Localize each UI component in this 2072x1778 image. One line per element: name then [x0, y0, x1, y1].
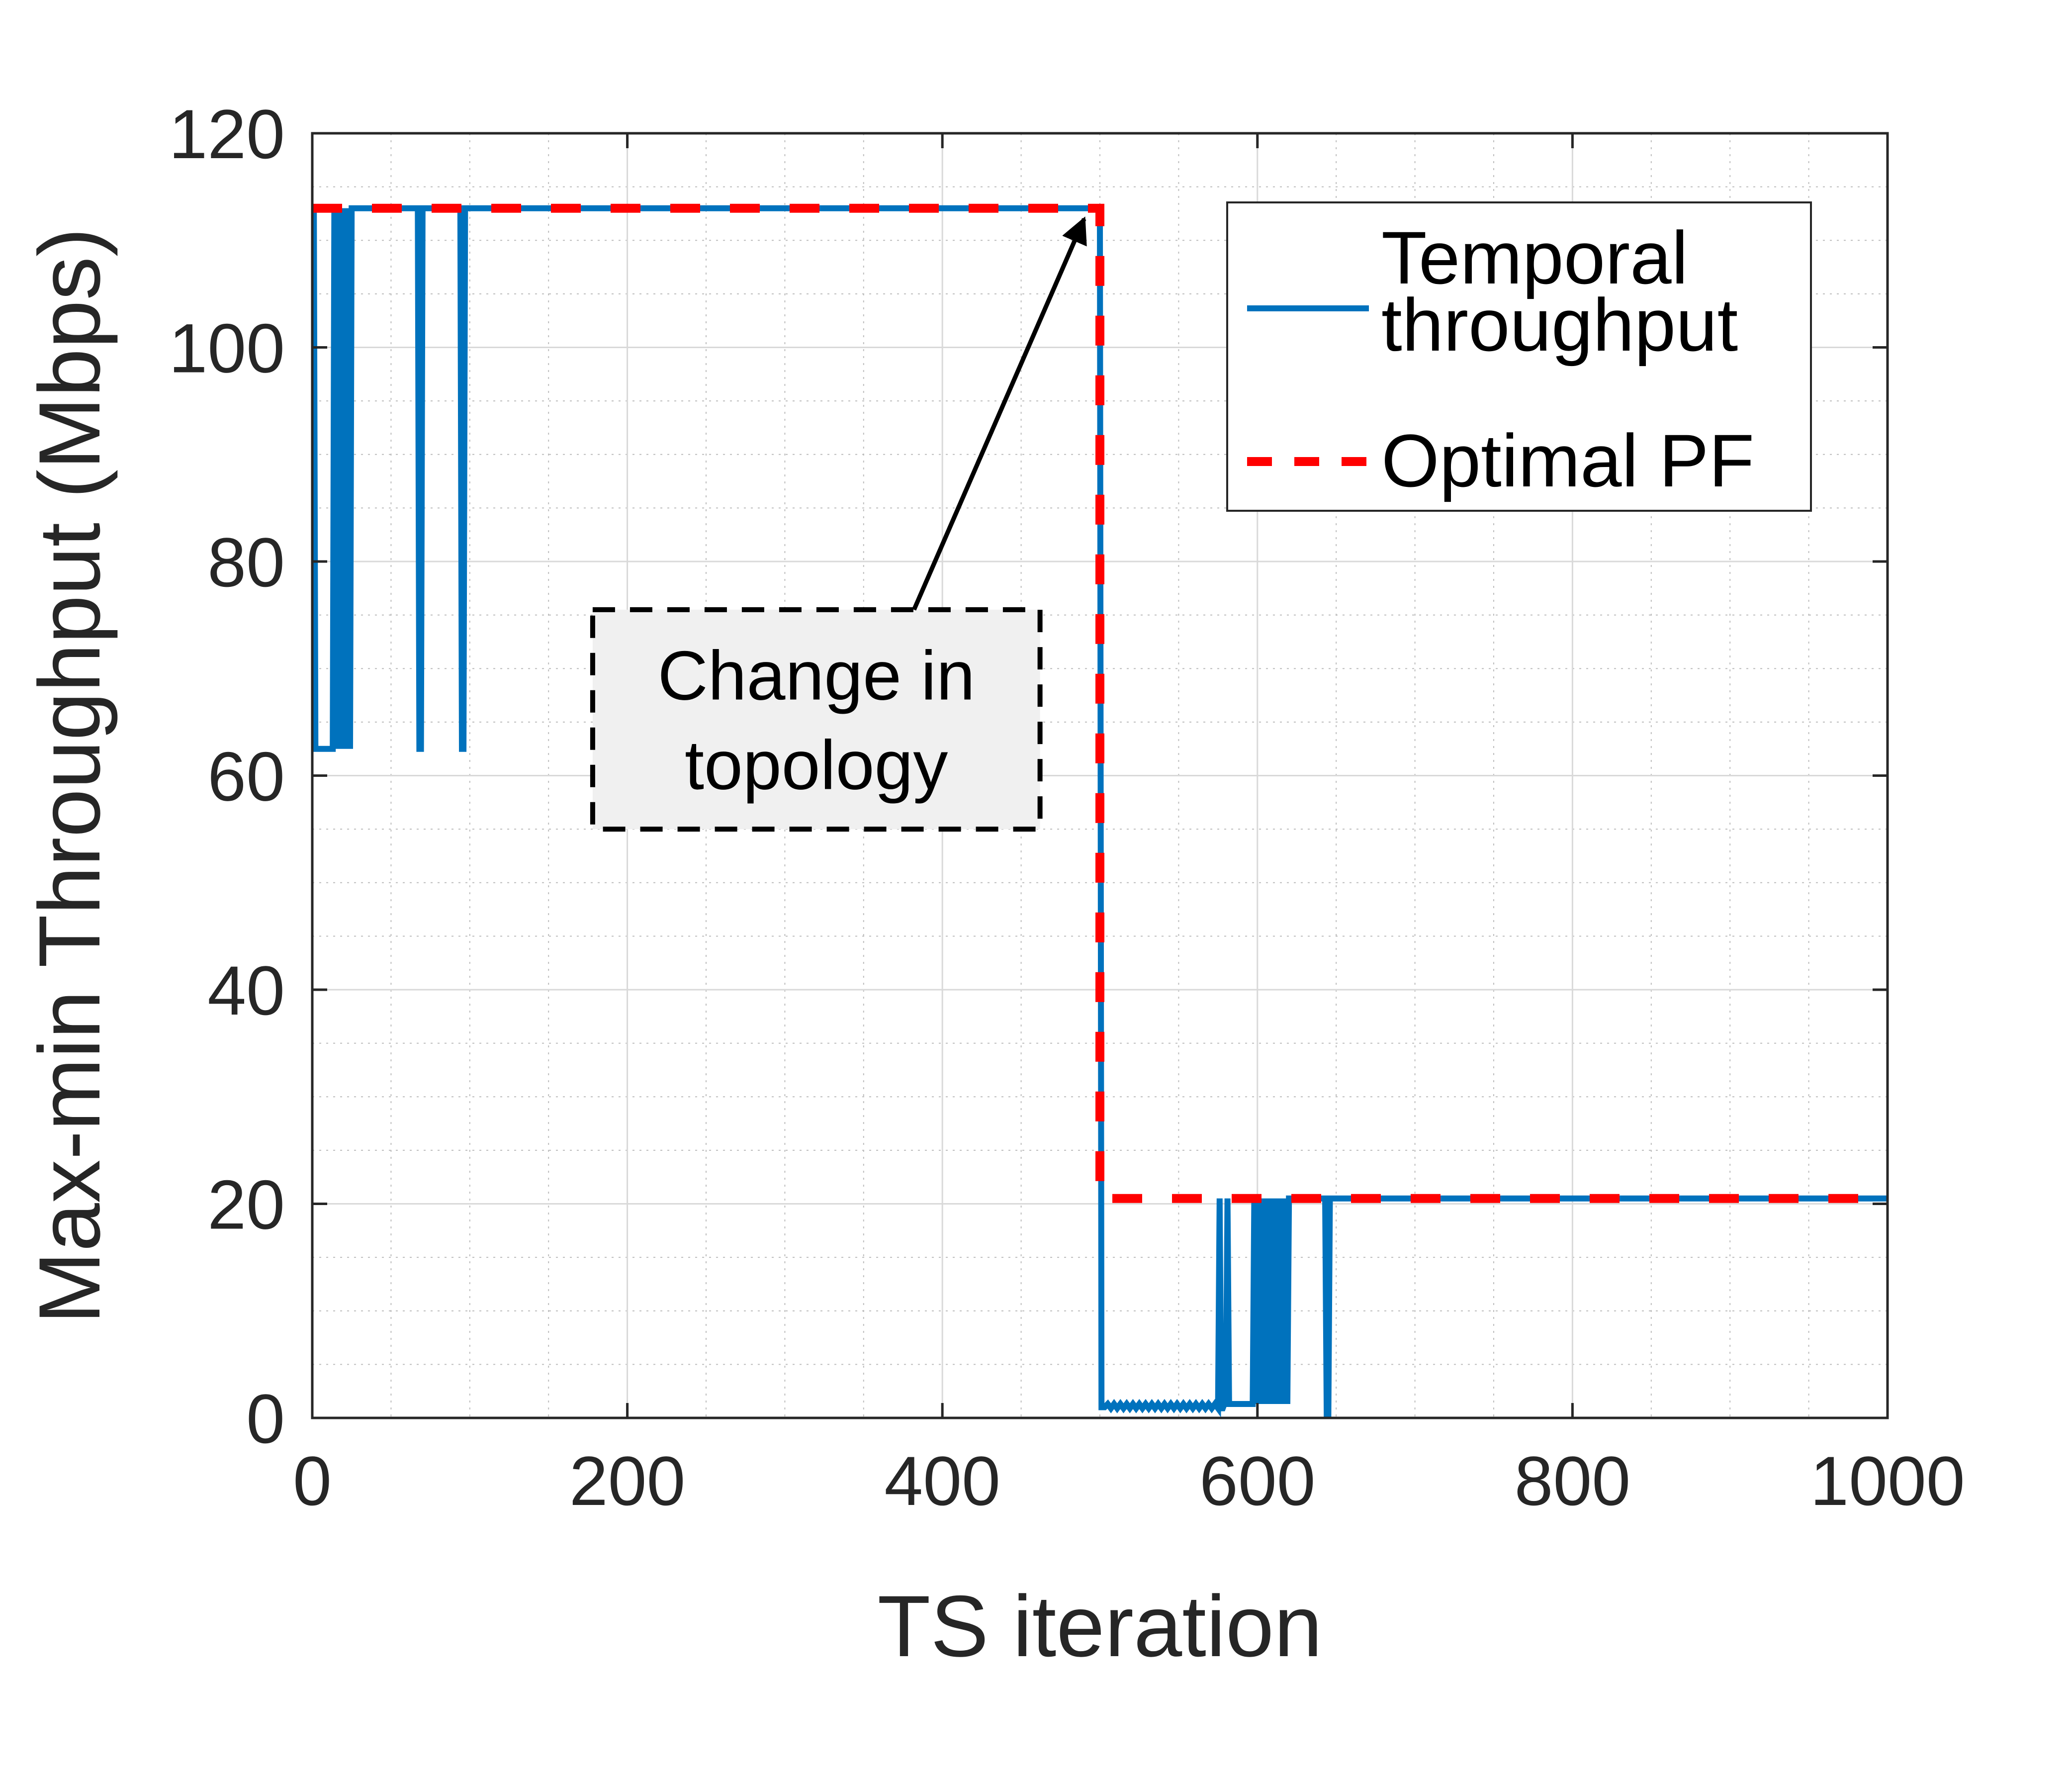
- series-layer: [312, 203, 1888, 1418]
- annotation-layer: Change in topology: [590, 216, 1087, 832]
- legend-box: [1226, 201, 1812, 512]
- x-tick-labels: 0 200 400 600 800 1000: [293, 1442, 1965, 1520]
- x-tick-label: 600: [1199, 1442, 1316, 1520]
- x-tick-label: 0: [293, 1442, 332, 1520]
- y-tick-label: 40: [207, 951, 285, 1029]
- legend-entry-label: Optimal PF: [1381, 419, 1754, 502]
- temporal-throughput-line: [312, 205, 1888, 1418]
- x-tick-label: 200: [569, 1442, 686, 1520]
- annotation-text: Change in: [658, 636, 975, 714]
- y-tick-label: 20: [207, 1166, 285, 1244]
- annotation-text: topology: [685, 726, 948, 804]
- optimal-pf-line: [312, 203, 1888, 1203]
- x-tick-label: 800: [1515, 1442, 1631, 1520]
- y-axis-label: Max-min Throughput (Mbps): [21, 228, 118, 1324]
- axis-ticks: [311, 132, 1889, 1419]
- y-tick-label: 60: [207, 738, 285, 816]
- x-tick-label: 400: [884, 1442, 1000, 1520]
- y-tick-label: 100: [169, 309, 285, 387]
- annotation-arrow: [912, 216, 1087, 611]
- legend-entry-label: throughput: [1381, 283, 1738, 367]
- x-tick-label: 1000: [1810, 1442, 1965, 1520]
- y-tick-labels: 0 20 40 60 80 100 120: [169, 95, 285, 1458]
- y-tick-label: 120: [169, 95, 285, 173]
- y-tick-label: 0: [246, 1380, 285, 1458]
- legend-entry-label: Temporal: [1381, 216, 1688, 299]
- y-tick-label: 80: [207, 523, 285, 601]
- annotation-box: [590, 607, 1043, 832]
- x-axis-label: TS iteration: [878, 1578, 1323, 1675]
